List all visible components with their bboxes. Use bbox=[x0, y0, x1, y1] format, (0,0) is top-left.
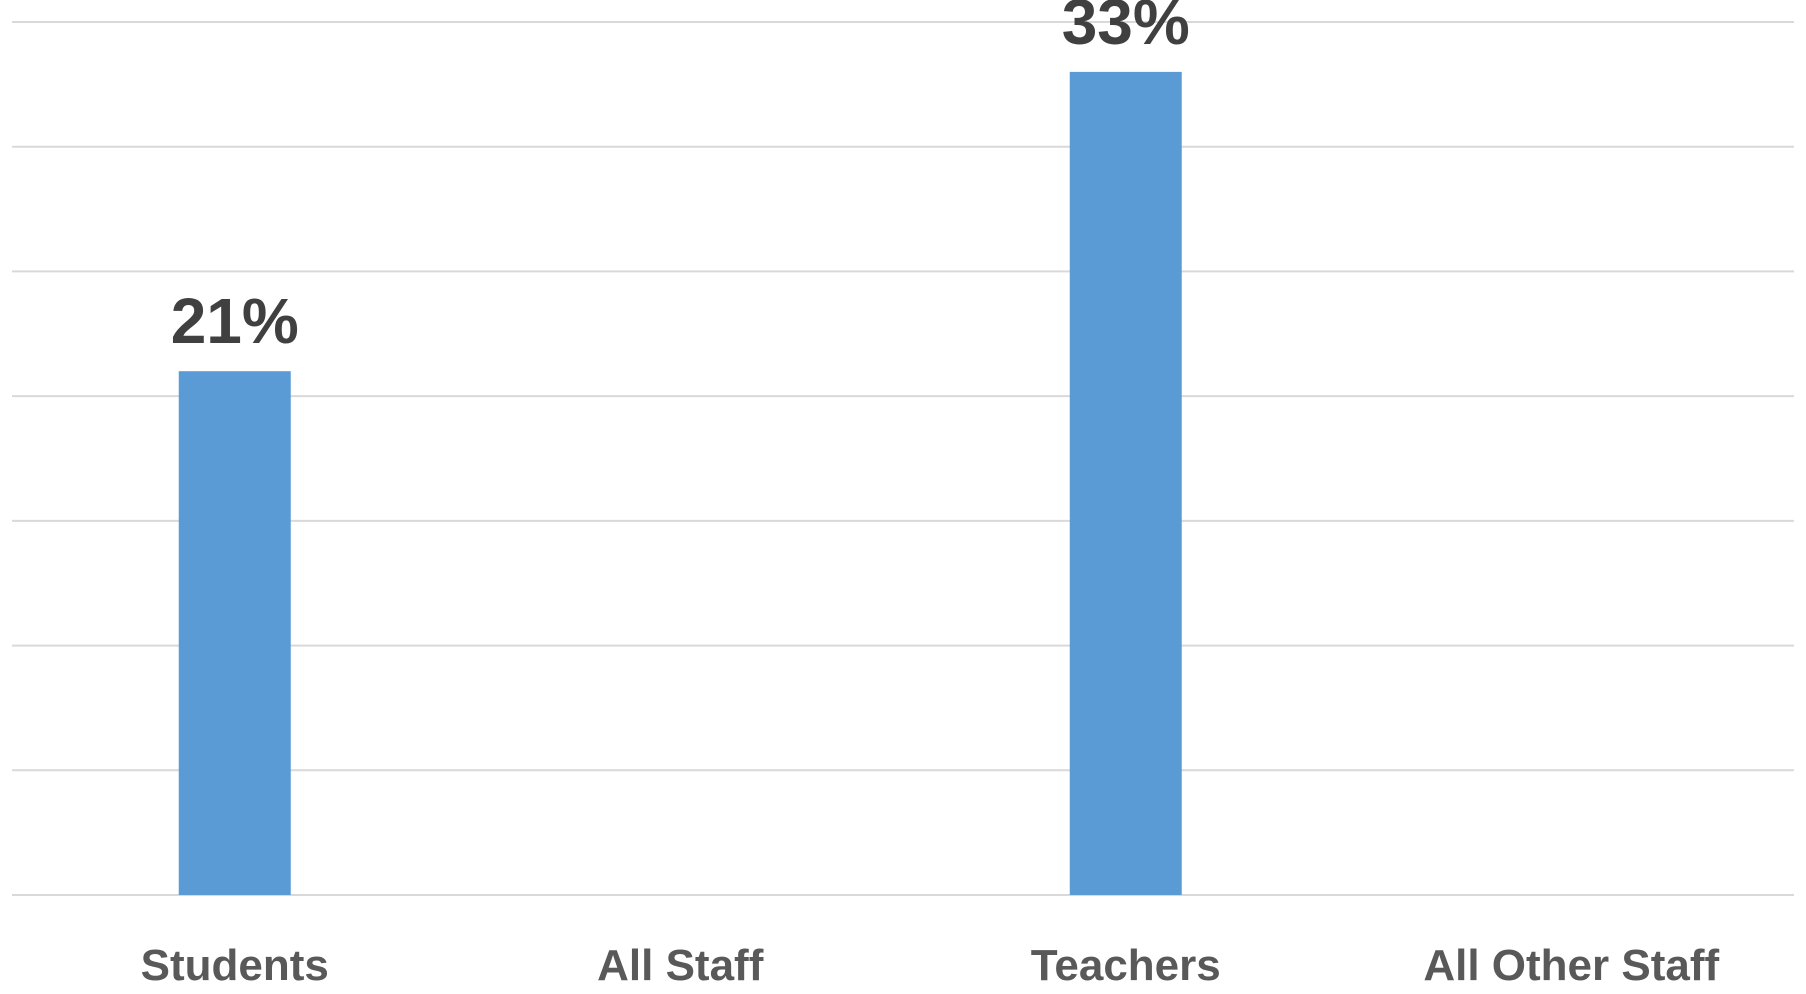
bar-students bbox=[178, 371, 291, 895]
category-label: All Staff bbox=[597, 941, 764, 990]
bar-teachers bbox=[1069, 71, 1182, 895]
category-label: Students bbox=[141, 941, 329, 990]
category-label: Teachers bbox=[1031, 941, 1221, 990]
data-label: 33% bbox=[1062, 0, 1190, 58]
category-label: All Other Staff bbox=[1423, 941, 1719, 990]
bars bbox=[178, 71, 1182, 895]
gridlines bbox=[12, 21, 1794, 896]
category-labels: Students All Staff Teachers All Other Staff bbox=[141, 941, 1720, 990]
data-label: 21% bbox=[171, 285, 299, 357]
data-labels: 21% 33% bbox=[171, 0, 1190, 357]
